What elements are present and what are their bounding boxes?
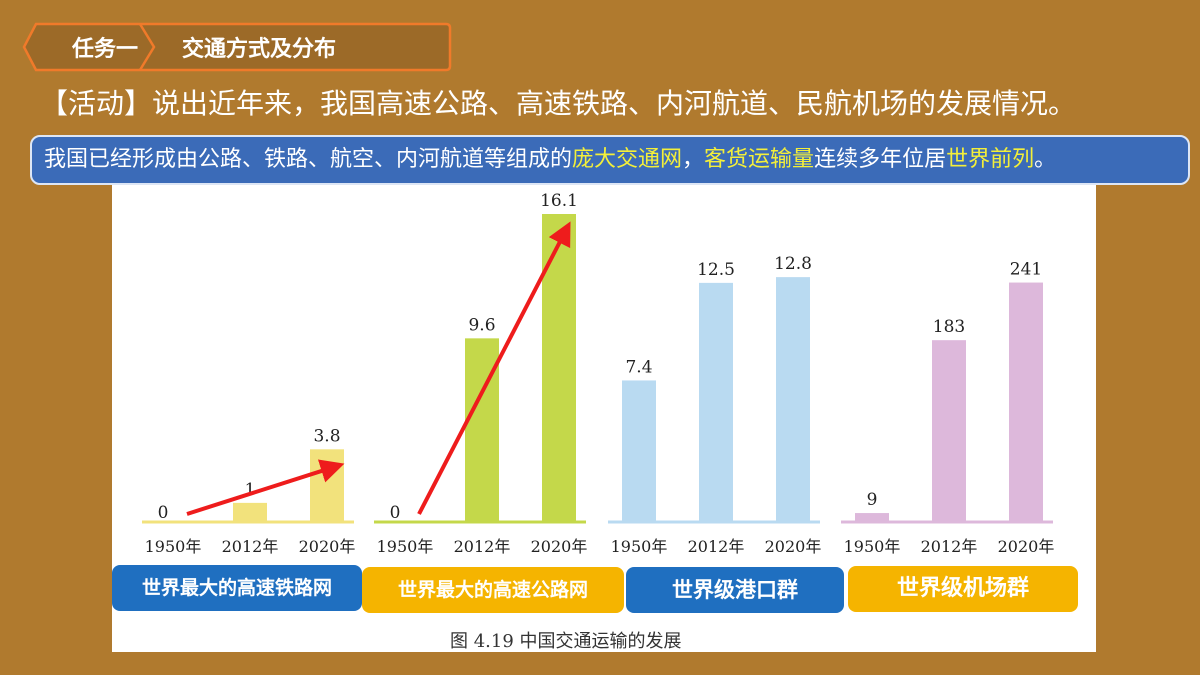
chart-2-bar-0 [622,380,656,522]
info-text-2: ， [682,147,705,172]
chart-3-tick-label-1: 2012年 [921,537,978,556]
bar-charts: 0 1950年 1 2012年 3.8 2020年 0 1950年 9.6 2012年 16.1 20… [142,191,1055,556]
badge-airport-cluster: 世界级机场群 [848,566,1078,612]
info-text-3: 连续多年位居 [814,147,947,172]
chart-3-tick-label-0: 1950年 [844,537,901,556]
info-highlight-world: 世界前列 [946,147,1035,172]
chart-0-value-label-0: 0 [158,503,169,523]
chart-2-tick-label-2: 2020年 [765,537,822,556]
activity-text: 说出近年来，我国高速公路、高速铁路、内河航道、民航机场的发展情况。 [152,87,1077,120]
chart-0-value-label-1: 1 [245,480,256,500]
chart-3-value-label-1: 183 [933,317,965,337]
chart-0-tick-label-1: 2012年 [222,537,279,556]
info-text-1: 我国已经形成由公路、铁路、航空、内河航道等组成的 [44,147,573,172]
chart-1-value-label-1: 9.6 [468,315,495,335]
chart-0-value-label-2: 3.8 [313,426,340,446]
info-highlight-volume: 客货运输量 [704,147,815,172]
chart-0-bar-2 [310,449,344,522]
chart-2-value-label-1: 12.5 [697,260,735,280]
task-title: 交通方式及分布 [182,37,337,62]
chart-0-tick-label-0: 1950年 [145,537,202,556]
chart-1-value-label-2: 16.1 [540,191,578,211]
task-label: 任务一 [72,37,139,62]
chart-2-bar-2 [776,277,810,522]
chart-2-value-label-2: 12.8 [774,254,812,274]
chart-0-tick-label-2: 2020年 [299,537,356,556]
chart-3-tick-label-2: 2020年 [998,537,1055,556]
chart-0-growth-arrow [186,459,345,516]
chart-2-tick-label-0: 1950年 [611,537,668,556]
figure-caption: 图 4.19 中国交通运输的发展 [450,631,682,652]
chart-3-bar-1 [932,340,966,522]
chart-1-tick-label-1: 2012年 [454,537,511,556]
badge-port-cluster: 世界级港口群 [626,567,844,613]
chart-3-value-label-0: 9 [867,490,878,510]
chart-3-bar-0 [855,513,889,522]
chart-1-bar-2 [542,214,576,522]
chart-3-bar-2 [1009,282,1043,522]
chart-2-tick-label-1: 2012年 [688,537,745,556]
activity-bracket-label: 【活动】 [40,87,153,120]
chart-1-tick-label-2: 2020年 [531,537,588,556]
chart-1-tick-label-0: 1950年 [377,537,434,556]
task-header: 任务一 交通方式及分布 [22,22,452,72]
info-text-4: 。 [1034,147,1057,172]
chart-1-value-label-0: 0 [390,503,401,523]
chart-2-bar-1 [699,282,733,522]
task-header-shape [22,22,452,72]
chart-2-value-label-0: 7.4 [625,357,652,377]
chart-1-growth-arrow [417,221,571,515]
activity-prompt: 【活动】说出近年来，我国高速公路、高速铁路、内河航道、民航机场的发展情况。 [40,82,1076,122]
badge-high-speed-rail: 世界最大的高速铁路网 [112,565,362,611]
info-box: 我国已经形成由公路、铁路、航空、内河航道等组成的庞大交通网，客货运输量连续多年位… [30,135,1190,185]
chart-3-value-label-2: 241 [1010,260,1042,280]
badge-expressway: 世界最大的高速公路网 [362,567,624,613]
info-highlight-network: 庞大交通网 [572,147,683,172]
chart-0-bar-1 [233,502,267,522]
